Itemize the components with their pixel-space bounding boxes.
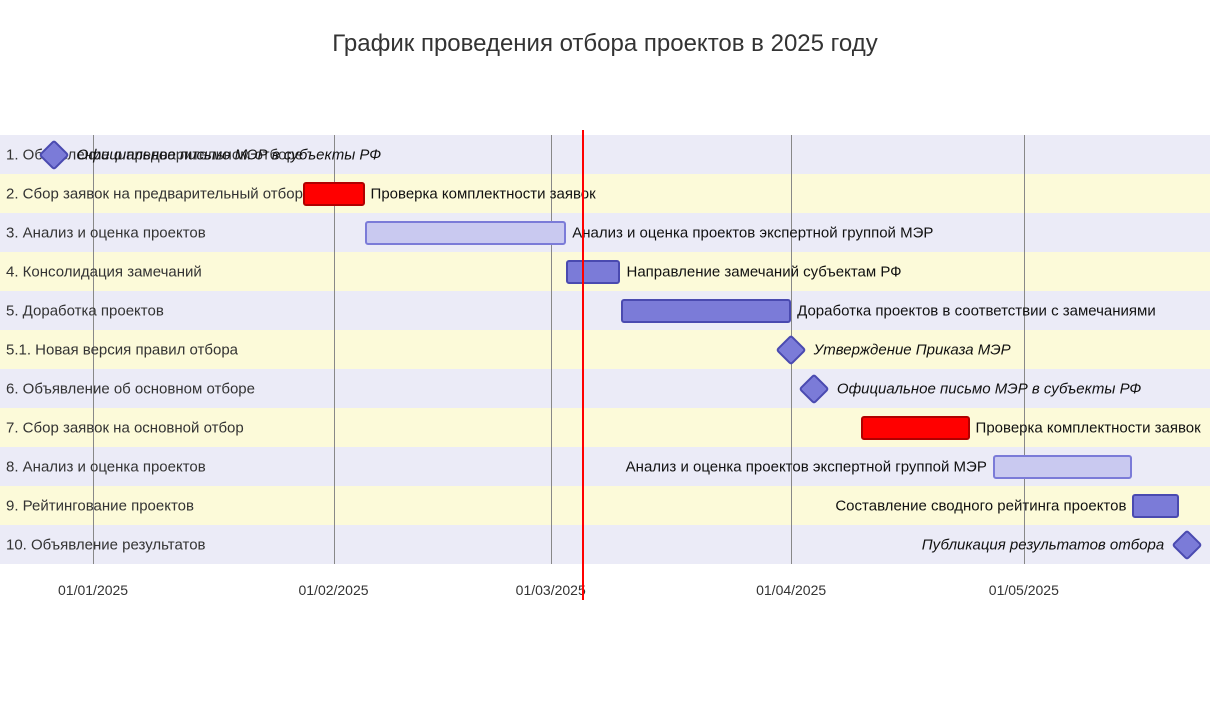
gantt-element-label: Доработка проектов в соответствии с заме… [797, 302, 1156, 319]
gantt-element-label: Публикация результатов отбора [922, 536, 1164, 553]
gantt-row-label: 5.1. Новая версия правил отбора [6, 341, 238, 358]
chart-title: График проведения отбора проектов в 2025… [0, 30, 1210, 58]
x-axis-tick-label: 01/01/2025 [58, 582, 128, 598]
gantt-bar [993, 455, 1133, 479]
gantt-element-label: Официальное письмо МЭР в субъекты РФ [837, 380, 1141, 397]
gantt-element-label: Утверждение Приказа МЭР [814, 341, 1011, 358]
gantt-row-label: 9. Рейтингование проектов [6, 497, 194, 514]
gantt-row-label: 6. Объявление об основном отборе [6, 380, 255, 397]
gantt-element-label: Проверка комплектности заявок [371, 185, 596, 202]
gantt-bar [621, 299, 792, 323]
x-axis-tick-label: 01/02/2025 [298, 582, 368, 598]
gantt-row-label: 8. Анализ и оценка проектов [6, 458, 206, 475]
gantt-row-label: 10. Объявление результатов [6, 536, 206, 553]
gantt-element-label: Официальное письмо МЭР в субъекты РФ [77, 146, 381, 163]
gantt-bar [365, 221, 567, 245]
gantt-row-label: 2. Сбор заявок на предварительный отбор [6, 185, 303, 202]
gantt-element-label: Составление сводного рейтинга проектов [835, 497, 1126, 514]
gantt-row-label: 7. Сбор заявок на основной отбор [6, 419, 244, 436]
gantt-element-label: Анализ и оценка проектов экспертной груп… [626, 458, 987, 475]
gantt-bar [861, 416, 970, 440]
gantt-row-label: 5. Доработка проектов [6, 302, 164, 319]
gantt-plot-area: 1. Объявление о предварительном отборе2.… [0, 135, 1210, 564]
gantt-bar [303, 182, 365, 206]
gantt-row: 5.1. Новая версия правил отбора [0, 330, 1210, 369]
gantt-element-label: Проверка комплектности заявок [976, 419, 1201, 436]
gantt-bar [566, 260, 620, 284]
today-line [582, 130, 584, 600]
gantt-row-label: 4. Консолидация замечаний [6, 263, 202, 280]
gantt-bar [1132, 494, 1179, 518]
gantt-element-label: Направление замечаний субъектам РФ [627, 263, 902, 280]
gantt-row: 2. Сбор заявок на предварительный отбор [0, 174, 1210, 213]
gantt-chart: График проведения отбора проектов в 2025… [0, 30, 1210, 710]
gantt-row-label: 3. Анализ и оценка проектов [6, 224, 206, 241]
x-axis-tick-label: 01/05/2025 [989, 582, 1059, 598]
x-axis-tick-label: 01/03/2025 [516, 582, 586, 598]
gantt-element-label: Анализ и оценка проектов экспертной груп… [572, 224, 933, 241]
x-axis-tick-label: 01/04/2025 [756, 582, 826, 598]
